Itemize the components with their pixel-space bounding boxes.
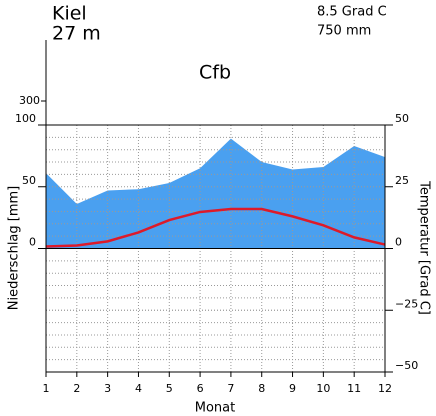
y-tick-label: 0	[29, 236, 36, 249]
x-tick-label: 2	[73, 382, 80, 395]
x-tick-label: 1	[43, 382, 50, 395]
x-tick-label: 12	[378, 382, 392, 395]
mean-temperature: 8.5 Grad C	[317, 5, 387, 20]
y-tick-label: 300	[19, 94, 40, 107]
x-tick-label: 7	[227, 382, 234, 395]
x-tick-label: 10	[316, 382, 330, 395]
elevation: 27 m	[52, 23, 101, 45]
x-tick-label: 5	[166, 382, 173, 395]
y-axis-label: Niederschlag [mm]	[7, 186, 22, 311]
climate-class: Cfb	[199, 62, 231, 84]
x-tick-label: 11	[347, 382, 361, 395]
x-axis-label: Monat	[195, 401, 235, 416]
x-tick-label: 4	[135, 382, 142, 395]
station: Kiel	[52, 3, 87, 25]
x-tick-label: 3	[104, 382, 111, 395]
temperature-line	[45, 207, 386, 248]
x-tick-label: 9	[289, 382, 296, 395]
y2-tick-label: −25	[395, 297, 418, 310]
y-tick-label: 50	[22, 174, 36, 187]
y2-tick-label: 0	[395, 236, 402, 249]
annual-precipitation: 750 mm	[317, 24, 371, 39]
y2-tick-label: 50	[395, 112, 409, 125]
x-tick-label: 8	[258, 382, 265, 395]
precipitation-area	[46, 138, 385, 249]
y-tick-label: 100	[15, 112, 36, 125]
y2-tick-label: 25	[395, 174, 409, 187]
x-tick-label: 6	[197, 382, 204, 395]
y2-tick-label: −50	[395, 359, 418, 372]
y2-axis-label: Temperatur [Grad C]	[417, 180, 432, 315]
